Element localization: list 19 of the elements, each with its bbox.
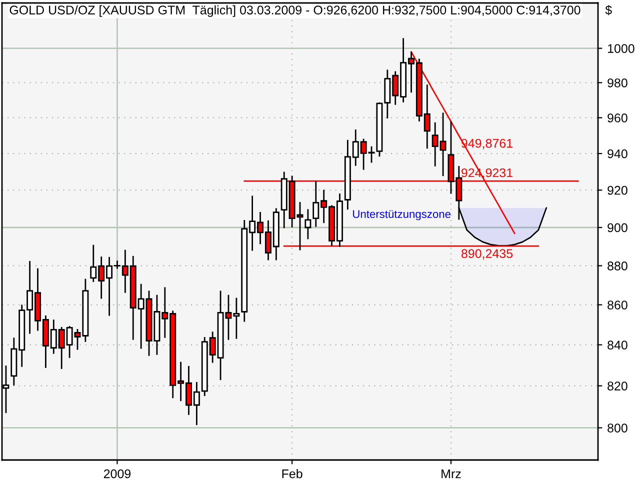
y-tick-label: 920	[608, 186, 628, 195]
y-axis-title: $	[605, 5, 612, 16]
annotation: 890,2435	[461, 249, 513, 260]
y-tick-label: 980	[608, 78, 628, 88]
y-tick-label: 840	[608, 340, 628, 350]
x-tick-label: Mrz	[442, 469, 461, 478]
y-tick-label: 880	[608, 262, 628, 270]
candlestick	[304, 209, 312, 240]
series-label: Unterstützungszone	[353, 210, 450, 220]
y-tick-label: 820	[608, 382, 628, 390]
chart-title: GOLD USD/OZ [XAUUSD GTM Täglich] 03.03.2009 - O:926,6200 H:932,7500 L:904,5000 C:914,3700	[10, 5, 580, 17]
y-tick-label: 1000	[608, 44, 634, 53]
y-tick-label: 800	[608, 424, 628, 432]
y-tick-label: 900	[608, 223, 628, 232]
y-tick-label: 860	[608, 300, 628, 310]
x-tick-label: Feb	[282, 469, 302, 478]
y-tick-label: 960	[608, 114, 628, 122]
x-tick-label: 2009	[104, 469, 131, 478]
y-tick-label: 940	[608, 149, 628, 158]
